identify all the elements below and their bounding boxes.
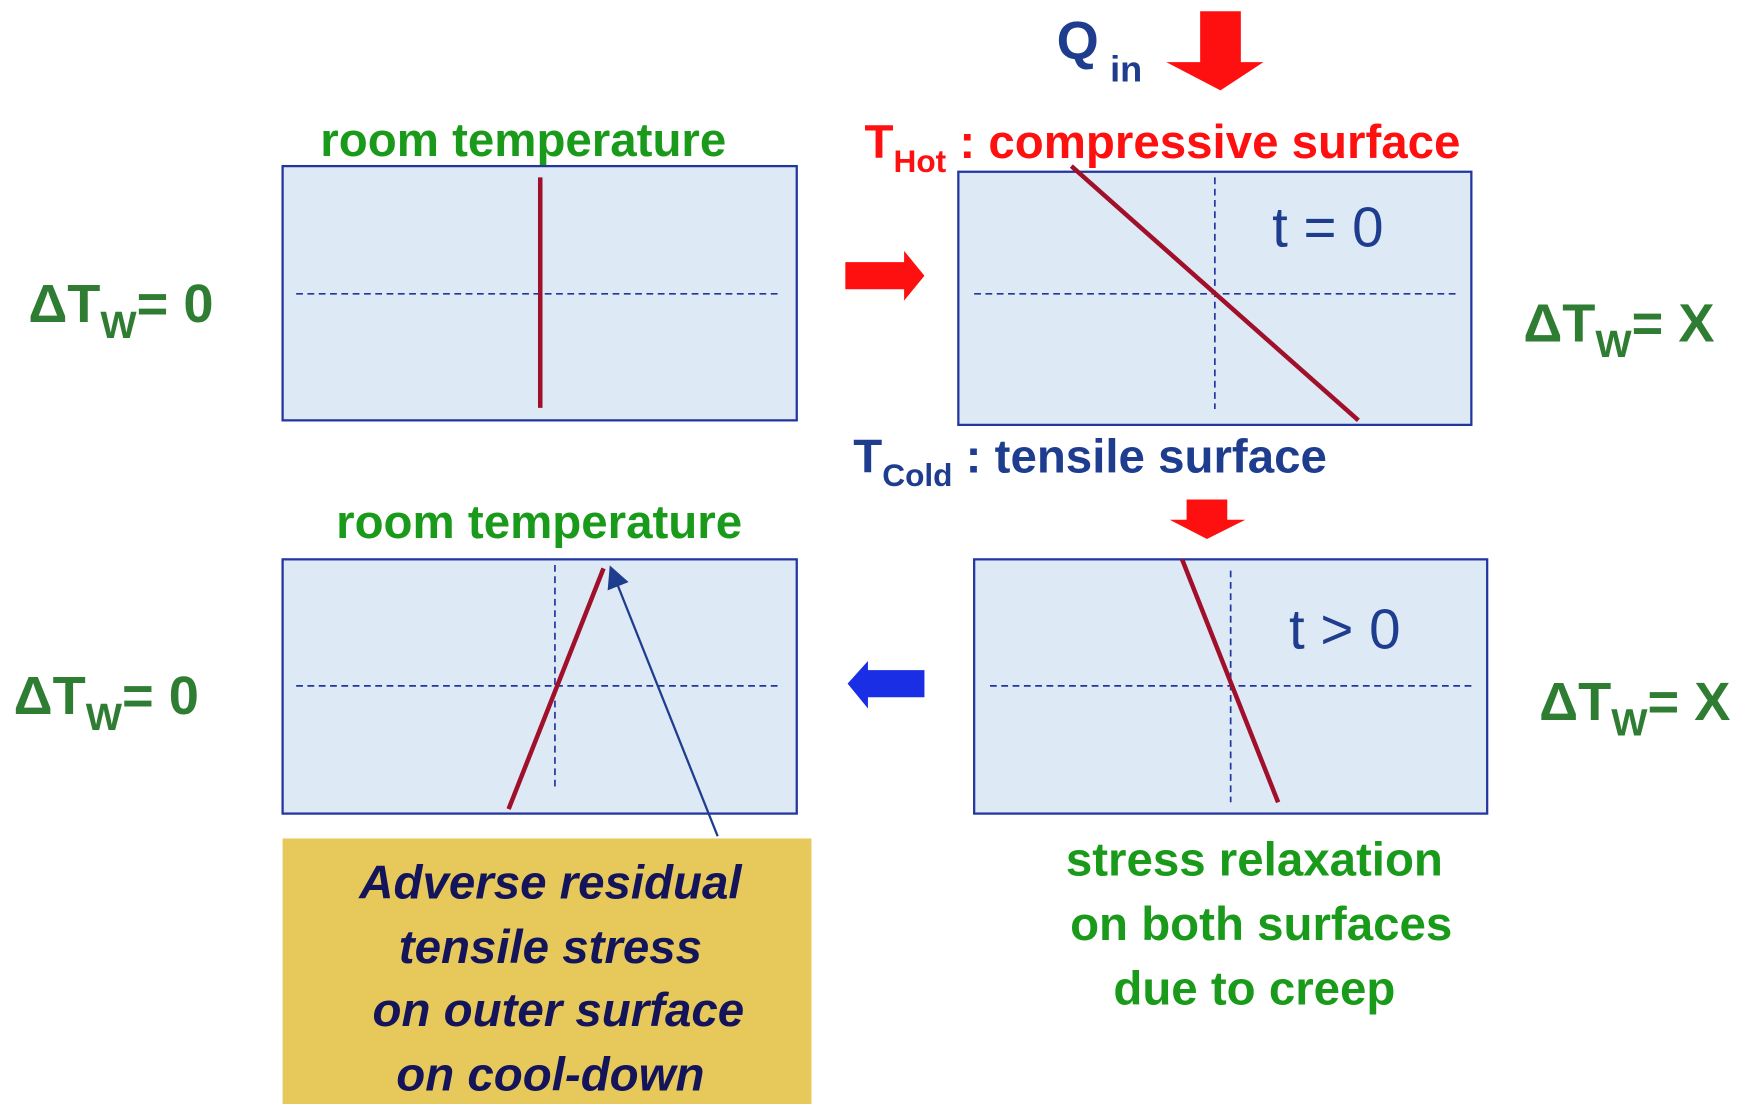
subscript: W bbox=[86, 696, 123, 739]
subscript: W bbox=[100, 304, 137, 347]
subscript: Cold bbox=[882, 457, 952, 493]
subscript: W bbox=[1595, 323, 1632, 366]
value: = 0 bbox=[122, 666, 199, 726]
cold-label: TCold : tensile surface bbox=[853, 430, 1327, 493]
delta-t: ΔTW= X bbox=[1539, 672, 1730, 745]
symbol: ΔT bbox=[1539, 672, 1611, 732]
value: = X bbox=[1647, 672, 1730, 732]
subscript: W bbox=[1611, 702, 1648, 745]
stress-line bbox=[1069, 164, 1360, 423]
stress-line bbox=[1179, 558, 1281, 804]
arrow-left bbox=[847, 661, 925, 709]
hot-label: THot : compressive surface bbox=[865, 116, 1461, 179]
symbol: Q bbox=[1057, 11, 1099, 71]
symbol: T bbox=[853, 430, 882, 483]
delta-t: ΔTW= 0 bbox=[28, 274, 213, 347]
text: : tensile surface bbox=[953, 430, 1327, 483]
panel-title: room temperature bbox=[336, 496, 742, 549]
symbol: ΔT bbox=[1523, 293, 1595, 353]
symbol: T bbox=[865, 116, 894, 169]
callout-line: on cool-down bbox=[396, 1048, 704, 1101]
subscript: Hot bbox=[894, 143, 947, 179]
callout-box bbox=[282, 838, 812, 1104]
caption-line: due to creep bbox=[1113, 963, 1395, 1016]
arrow-down bbox=[1169, 499, 1246, 540]
caption-line: stress relaxation bbox=[1066, 834, 1443, 887]
value: = 0 bbox=[137, 274, 214, 334]
callout-line: on outer surface bbox=[372, 984, 744, 1037]
pointer bbox=[607, 565, 719, 837]
panel-title: room temperature bbox=[320, 114, 726, 167]
heat-arrow bbox=[1166, 11, 1264, 91]
delta-t: ΔTW= 0 bbox=[14, 666, 199, 739]
symbol: ΔT bbox=[28, 274, 100, 334]
symbol: ΔT bbox=[14, 666, 86, 726]
callout-line: Adverse residual bbox=[358, 856, 742, 909]
stress-line bbox=[506, 567, 606, 810]
time-label: t = 0 bbox=[1272, 195, 1383, 258]
value: = X bbox=[1632, 293, 1715, 353]
arrow-right bbox=[845, 250, 925, 301]
caption-line: on both surfaces bbox=[1070, 898, 1452, 951]
callout-line: tensile stress bbox=[399, 921, 702, 974]
delta-t: ΔTW= X bbox=[1523, 293, 1714, 366]
text: : compressive surface bbox=[946, 116, 1460, 169]
time-label: t > 0 bbox=[1289, 598, 1400, 661]
subscript: in bbox=[1110, 48, 1142, 89]
